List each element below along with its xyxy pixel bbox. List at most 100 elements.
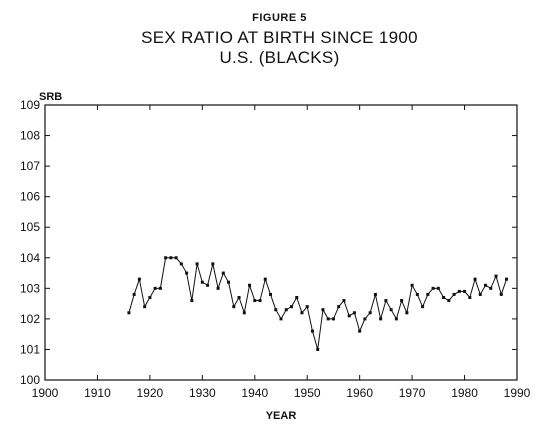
y-tick-label: 105 — [20, 220, 40, 234]
data-point — [289, 305, 293, 309]
y-tick-label: 108 — [20, 129, 40, 143]
data-point — [457, 289, 461, 293]
x-axis-label: YEAR — [266, 410, 297, 422]
data-point — [352, 311, 356, 315]
data-point — [127, 311, 131, 315]
data-point — [379, 317, 383, 321]
x-tick-label: 1950 — [294, 386, 321, 400]
data-point — [284, 308, 288, 312]
data-point — [468, 296, 472, 299]
y-tick-label: 106 — [20, 190, 40, 204]
data-point — [179, 262, 183, 266]
data-point — [326, 317, 330, 321]
x-tick-label: 1900 — [32, 386, 59, 400]
data-point — [400, 299, 404, 303]
y-tick-label: 103 — [20, 281, 40, 295]
data-point — [331, 317, 335, 321]
data-point — [232, 305, 236, 309]
x-tick-label: 1960 — [346, 386, 373, 400]
plot-frame — [44, 104, 518, 381]
data-point — [148, 296, 152, 299]
data-point — [389, 308, 393, 312]
data-point — [143, 305, 147, 309]
data-point — [436, 286, 440, 290]
data-point — [242, 311, 246, 315]
data-point — [426, 292, 430, 296]
chart-title-line-2: U.S. (BLACKS) — [219, 48, 340, 67]
data-point — [431, 286, 435, 290]
data-series — [127, 256, 509, 351]
data-point — [153, 286, 157, 290]
data-point — [132, 292, 136, 296]
data-point — [405, 311, 409, 315]
x-tick-label: 1990 — [504, 386, 531, 400]
data-point — [253, 299, 257, 303]
data-point — [337, 305, 341, 309]
data-point — [442, 296, 446, 299]
data-point — [190, 299, 194, 303]
x-tick-label: 1970 — [399, 386, 426, 400]
data-point — [295, 296, 299, 299]
data-point — [499, 292, 503, 296]
data-point — [363, 317, 367, 321]
x-tick-label: 1920 — [137, 386, 164, 400]
data-point — [169, 256, 173, 260]
y-tick-label: 107 — [20, 159, 40, 173]
data-point — [463, 289, 467, 293]
data-point — [394, 317, 398, 321]
data-point — [452, 292, 456, 296]
data-point — [200, 280, 204, 284]
data-point — [274, 308, 278, 312]
data-point — [342, 299, 346, 303]
data-point — [316, 347, 320, 351]
data-point — [447, 299, 451, 303]
data-point — [248, 283, 252, 287]
data-point — [195, 262, 199, 266]
data-point — [174, 256, 178, 260]
data-point — [321, 308, 325, 312]
data-point — [373, 292, 377, 296]
data-point — [269, 292, 273, 296]
data-point — [206, 283, 210, 287]
data-point — [368, 311, 372, 315]
data-point — [279, 317, 283, 321]
data-point — [227, 280, 231, 284]
y-tick-label: 102 — [20, 312, 40, 326]
x-tick-label: 1930 — [189, 386, 216, 400]
data-point — [473, 277, 477, 281]
x-tick-label: 1910 — [84, 386, 111, 400]
data-point — [305, 305, 309, 309]
x-tick-label: 1940 — [241, 386, 268, 400]
data-point — [185, 271, 189, 275]
data-point — [137, 277, 141, 281]
y-tick-label: 101 — [20, 342, 40, 356]
data-point — [158, 286, 162, 290]
figure-label: FIGURE 5 — [252, 12, 307, 24]
axis-ticks: 100 101 102 103 104 105 106 107 108 109 1900 1910 19… — [20, 98, 531, 400]
data-point — [358, 329, 362, 333]
y-tick-label: 109 — [20, 98, 40, 112]
x-tick-label: 1980 — [451, 386, 478, 400]
y-tick-label: 100 — [20, 373, 40, 387]
data-point — [300, 311, 304, 315]
data-point — [164, 256, 168, 260]
data-point — [478, 292, 482, 296]
series-line — [128, 257, 507, 350]
data-point — [216, 286, 220, 290]
data-point — [410, 283, 414, 287]
data-point — [263, 277, 267, 281]
data-point — [237, 296, 241, 299]
data-point — [310, 329, 314, 333]
data-point — [384, 299, 388, 303]
chart-title-line-1: SEX RATIO AT BIRTH SINCE 1900 — [141, 28, 418, 47]
data-point — [258, 299, 262, 303]
data-point — [494, 274, 498, 278]
data-point — [211, 262, 215, 266]
data-point — [347, 314, 351, 318]
data-point — [221, 271, 225, 275]
data-point — [489, 286, 493, 290]
data-point — [505, 277, 509, 281]
y-axis-label: SRB — [39, 91, 62, 103]
data-point — [484, 283, 488, 287]
